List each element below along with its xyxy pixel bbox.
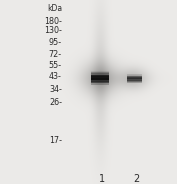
Bar — [127, 81, 142, 82]
Bar — [91, 79, 109, 80]
Bar — [91, 75, 109, 76]
Bar — [127, 82, 142, 83]
Text: 17-: 17- — [49, 136, 62, 145]
Bar — [91, 75, 109, 76]
Bar — [127, 81, 142, 82]
Bar — [91, 81, 109, 82]
Bar — [127, 79, 142, 80]
Bar — [91, 82, 109, 83]
Bar — [127, 78, 142, 79]
Text: 26-: 26- — [49, 98, 62, 107]
Bar — [91, 78, 109, 79]
Bar — [127, 80, 142, 81]
Text: 72-: 72- — [49, 50, 62, 59]
Bar — [91, 72, 109, 73]
Bar — [91, 74, 109, 75]
Text: 180-: 180- — [44, 17, 62, 26]
Bar — [127, 78, 142, 79]
Text: 43-: 43- — [49, 72, 62, 81]
Text: 55-: 55- — [49, 61, 62, 70]
Bar — [127, 77, 142, 78]
Bar — [127, 82, 142, 83]
Bar — [91, 77, 109, 78]
Text: 130-: 130- — [44, 26, 62, 35]
Bar — [127, 79, 142, 80]
Bar — [127, 76, 142, 77]
Bar — [91, 73, 109, 74]
Bar — [127, 77, 142, 78]
Bar — [91, 77, 109, 78]
Bar — [91, 84, 109, 85]
Text: kDa: kDa — [47, 4, 62, 13]
Bar — [91, 83, 109, 84]
Text: 2: 2 — [133, 174, 139, 184]
Text: 95-: 95- — [49, 38, 62, 47]
Bar — [127, 74, 142, 75]
Bar — [91, 74, 109, 75]
Bar — [127, 76, 142, 77]
Bar — [91, 72, 109, 73]
Bar — [91, 71, 109, 72]
Bar — [91, 84, 109, 85]
Bar — [91, 78, 109, 79]
Bar — [91, 76, 109, 77]
Bar — [91, 76, 109, 77]
Bar — [127, 75, 142, 76]
Bar — [91, 80, 109, 81]
Bar — [91, 83, 109, 84]
Text: 1: 1 — [99, 174, 105, 184]
Bar — [127, 80, 142, 81]
Bar — [127, 75, 142, 76]
Bar — [91, 73, 109, 74]
Bar — [91, 82, 109, 83]
Text: 34-: 34- — [49, 85, 62, 94]
